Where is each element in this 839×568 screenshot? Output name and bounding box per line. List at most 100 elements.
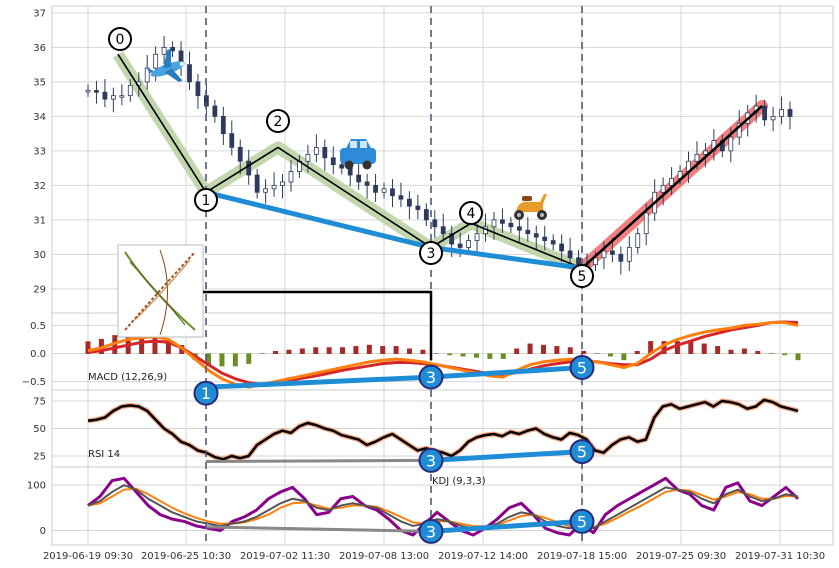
macd-label: MACD (12,26,9) (88, 372, 167, 383)
candle-body (229, 133, 235, 148)
scooter-icon (514, 194, 547, 220)
candle-body (381, 188, 387, 193)
wave-label-2: 2 (266, 109, 290, 133)
candle-body (153, 53, 159, 69)
macd-histogram-bar (581, 350, 587, 354)
macd-histogram-bar (393, 346, 399, 354)
svg-text:0: 0 (116, 32, 125, 48)
candle-body (373, 184, 378, 193)
x-tick-label: 2019-07-02 11:30 (240, 551, 330, 562)
inset-thumbnail (117, 244, 204, 338)
divergence-marker-5: 5 (569, 355, 595, 381)
macd-histogram-bar (594, 353, 600, 354)
wave-label-5: 5 (570, 264, 594, 288)
svg-text:5: 5 (577, 359, 587, 378)
x-tick-label: 2019-07-25 09:30 (636, 551, 726, 562)
candle-body (170, 46, 175, 52)
macd-histogram-bar (125, 332, 131, 354)
price-y-tick: 31 (33, 215, 46, 226)
macd-histogram-bar (460, 353, 466, 357)
candle-body (102, 91, 108, 100)
macd-histogram-bar (259, 353, 265, 354)
wave-label-1: 1 (194, 188, 218, 212)
candle-body (626, 247, 632, 262)
candle-body (364, 181, 370, 186)
macd-histogram-bar (715, 346, 721, 354)
macd-histogram-bar (299, 348, 305, 354)
macd-histogram-bar (487, 353, 493, 359)
candle-body (288, 171, 294, 183)
candle-body (500, 219, 505, 224)
candle-body (187, 64, 192, 83)
candle-body (787, 109, 793, 117)
candle-body (356, 174, 362, 183)
macd-histogram-bar (648, 341, 654, 354)
candle-body (94, 90, 99, 93)
macd-histogram-bar (688, 341, 694, 354)
candle-body (542, 236, 548, 241)
x-tick-label: 2019-07-08 13:00 (339, 551, 429, 562)
candle-body (313, 147, 319, 155)
candle-body (491, 219, 497, 228)
candle-body (533, 233, 539, 238)
candle-body (423, 209, 429, 221)
svg-text:3: 3 (427, 246, 436, 262)
candle-body (280, 181, 285, 186)
macd-histogram-bar (232, 353, 238, 367)
macd-histogram-bar (728, 349, 734, 354)
kdj-y-tick: 0 (40, 526, 46, 537)
candle-body (339, 164, 345, 169)
candle-body (559, 243, 565, 252)
candle-body (660, 184, 666, 193)
candle-body (305, 153, 311, 162)
macd-histogram-bar (139, 335, 145, 354)
candle-body (432, 219, 438, 228)
price-y-tick: 36 (33, 43, 46, 54)
macd-histogram-bar (85, 341, 91, 354)
candle-body (779, 109, 784, 117)
rsi-y-tick: 25 (33, 452, 46, 463)
candle-body (567, 250, 573, 259)
price-y-tick: 30 (33, 250, 46, 261)
candle-body (635, 233, 641, 248)
macd-histogram-bar (473, 353, 479, 358)
macd-histogram-bar (567, 347, 573, 354)
svg-text:3: 3 (426, 451, 436, 470)
rsi-y-tick: 50 (33, 424, 46, 435)
wave-label-3: 3 (419, 241, 443, 265)
macd-histogram-bar (407, 348, 413, 354)
candle-body (703, 150, 708, 155)
svg-text:1: 1 (201, 384, 211, 403)
candle-body (609, 250, 615, 255)
candle-body (669, 178, 674, 186)
divergence-marker-1: 1 (193, 380, 219, 406)
candle-body (263, 188, 269, 193)
svg-text:5: 5 (577, 443, 587, 462)
svg-text:3: 3 (426, 522, 436, 541)
candle-body (593, 257, 598, 266)
candle-body (237, 147, 243, 162)
candle-body (390, 188, 395, 197)
macd-histogram-bar (674, 341, 680, 354)
svg-text:3: 3 (426, 368, 436, 387)
wave-label-4: 4 (459, 201, 483, 225)
impulse-line (581, 105, 763, 270)
candle-body (770, 115, 776, 121)
candle-body (195, 81, 201, 97)
svg-text:4: 4 (467, 206, 476, 222)
macd-histogram-bar (554, 346, 560, 354)
rsi-grey-divergence (205, 458, 432, 463)
macd-histogram-bar (661, 341, 667, 354)
price-y-tick: 37 (33, 8, 46, 19)
divergence-marker-3: 3 (418, 518, 444, 544)
macd-histogram-bar (152, 335, 158, 354)
macd-histogram-bar (165, 338, 171, 354)
macd-histogram-bar (447, 353, 453, 356)
price-y-tick: 35 (33, 77, 46, 88)
rsi-divergence-line (430, 449, 583, 463)
candle-body (508, 222, 514, 228)
wave-line (117, 53, 583, 269)
candle-body (466, 240, 472, 248)
x-tick-label: 2019-07-18 15:00 (537, 551, 627, 562)
kdj-label: KDJ (9,3,3) (432, 476, 486, 487)
